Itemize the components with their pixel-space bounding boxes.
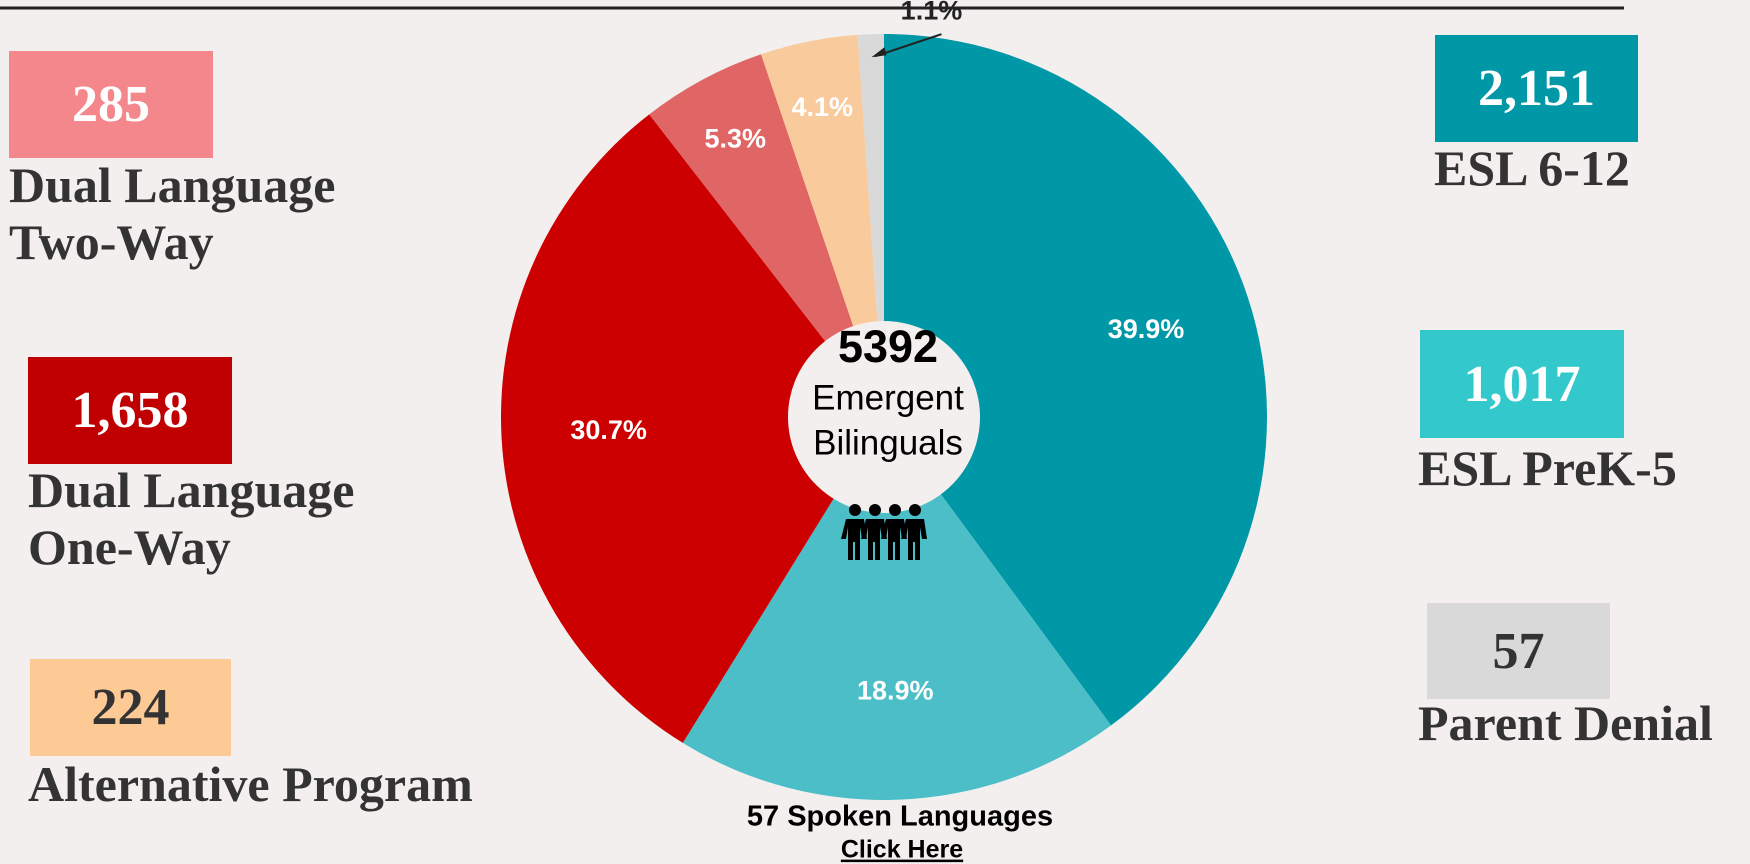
people-icon [841,504,927,560]
slices [501,34,1267,800]
slice-label: 1.1% [901,0,963,25]
count-label: ESL PreK-5 [1418,440,1677,496]
slice-label: 39.9% [1108,314,1185,344]
count-label: Alternative Program [28,756,473,812]
slice-label: 30.7% [570,415,647,445]
count-box: 285 [9,51,213,158]
footer: 57 Spoken Languages [747,801,1053,833]
count-label: Parent Denial [1418,695,1713,751]
count-box: 224 [30,659,231,756]
slice [649,54,884,417]
count-label: ESL 6-12 [1434,140,1630,196]
slice-label: 5.3% [705,123,767,153]
label-arrow [875,33,942,58]
slice [682,417,1112,800]
slice-label: 18.9% [857,676,934,706]
slice [884,34,1267,726]
slice-label: 4.1% [791,92,853,122]
count-label: Dual Language Two-Way [9,157,336,270]
count-box: 1,017 [1420,330,1624,438]
count-box: 2,151 [1435,35,1638,142]
count-label: Dual Language One-Way [28,462,355,575]
donut-hole [788,321,980,513]
link[interactable]: Click Here [841,836,963,864]
center-value: 5392 [838,321,938,372]
slice [761,34,884,418]
center-label: Bilinguals [813,423,963,462]
center-label: Emergent [812,378,964,417]
slice [501,114,884,743]
count-box: 1,658 [28,357,232,464]
label-arrowhead [871,47,887,58]
count-box: 57 [1427,603,1610,699]
